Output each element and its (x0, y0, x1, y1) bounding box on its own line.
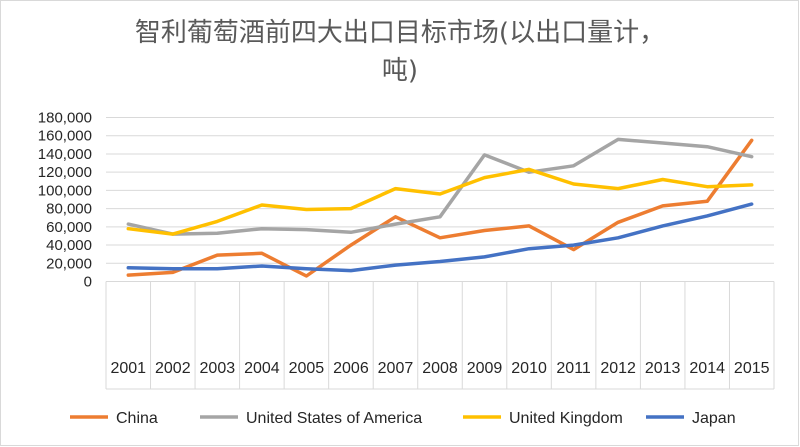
legend-label: Japan (692, 410, 736, 427)
x-tick-label: 2014 (689, 360, 725, 377)
y-tick-label: 100,000 (38, 182, 92, 199)
x-tick-label: 2015 (734, 360, 770, 377)
x-tick-label: 2007 (378, 360, 414, 377)
chart-title-line-2: 吨) (381, 56, 419, 86)
x-tick-label: 2013 (645, 360, 681, 377)
y-tick-label: 40,000 (46, 237, 92, 254)
y-tick-label: 80,000 (46, 201, 92, 218)
x-tick-label: 2006 (333, 360, 369, 377)
x-tick-label: 2004 (244, 360, 280, 377)
series-line-1 (126, 137, 754, 236)
legend-label: United Kingdom (509, 410, 623, 427)
x-tick-label: 2009 (467, 360, 503, 377)
x-tick-label: 2010 (511, 360, 547, 377)
series-line-2 (126, 167, 754, 236)
series-line-0 (126, 138, 754, 278)
chart-title-line-1: 智利葡萄酒前四大出口目标市场(以出口量计， (134, 18, 666, 48)
x-tick-label: 2002 (155, 360, 191, 377)
y-tick-label: 160,000 (38, 128, 92, 145)
x-tick-label: 2008 (422, 360, 458, 377)
series-line-3 (126, 202, 754, 273)
x-tick-label: 2011 (556, 360, 591, 377)
y-tick-label: 0 (84, 274, 92, 291)
y-tick-label: 20,000 (46, 255, 92, 272)
y-tick-label: 120,000 (38, 164, 92, 181)
x-tick-label: 2012 (600, 360, 636, 377)
y-tick-label: 180,000 (38, 110, 92, 127)
y-tick-label: 140,000 (38, 146, 92, 163)
legend-label: United States of America (246, 410, 422, 427)
x-tick-label: 2003 (200, 360, 236, 377)
x-tick-label: 2001 (110, 360, 146, 377)
x-tick-label: 2005 (289, 360, 325, 377)
y-tick-label: 60,000 (46, 219, 92, 236)
chart-title: 智利葡萄酒前四大出口目标市场(以出口量计， 吨) (0, 14, 800, 90)
legend-label: China (116, 410, 158, 427)
